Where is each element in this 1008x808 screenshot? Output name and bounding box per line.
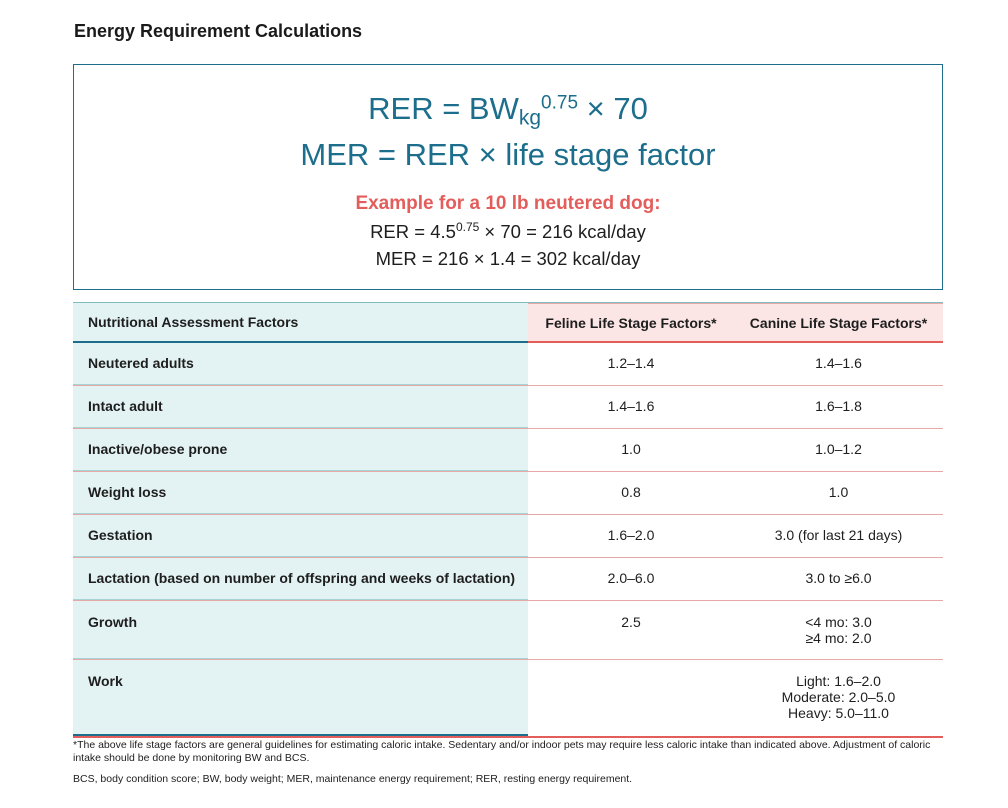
canine-cell-line: Moderate: 2.0–5.0 (781, 689, 896, 705)
factor-cell: Inactive/obese prone (73, 429, 528, 471)
table-row: Intact adult 1.4–1.6 1.6–1.8 (73, 386, 943, 429)
page-title: Energy Requirement Calculations (74, 21, 363, 41)
canine-cell-line: <4 mo: 3.0 (805, 614, 872, 630)
canine-cell: 3.0 to ≥6.0 (805, 570, 872, 586)
canine-cell: 1.0–1.2 (815, 441, 862, 457)
table-row: Inactive/obese prone 1.0 1.0–1.2 (73, 429, 943, 472)
example-title: Example for a 10 lb neutered dog: (355, 193, 661, 214)
canine-cell: 1.4–1.6 (815, 355, 862, 371)
rer-formula-exponent: 0.75 (541, 92, 579, 114)
canine-cell: 3.0 (for last 21 days) (774, 527, 903, 543)
feline-cell: 1.0 (621, 441, 641, 457)
rer-formula-right: × 70 (578, 91, 648, 126)
canine-cell: 1.6–1.8 (815, 398, 862, 414)
rer-formula-subscript: kg (518, 106, 542, 130)
feline-cell: 1.4–1.6 (607, 398, 655, 414)
formula-box: RER = BWkg0.75 × 70 MER = RER × life sta… (73, 64, 943, 290)
canine-cell: <4 mo: 3.0 ≥4 mo: 2.0 (734, 601, 943, 659)
factor-cell: Work (73, 660, 528, 736)
factor-cell: Growth (73, 601, 528, 659)
factor-cell: Lactation (based on number of offspring … (73, 558, 528, 600)
table-row: Work Light: 1.6–2.0 Moderate: 2.0–5.0 He… (73, 660, 943, 738)
example-rer-right: × 70 = 216 kcal/day (479, 221, 646, 243)
feline-cell: 0.8 (621, 484, 641, 500)
factor-cell: Intact adult (73, 386, 528, 428)
table-row: Weight loss 0.8 1.0 (73, 472, 943, 515)
feline-cell: 1.2–1.4 (607, 355, 655, 371)
canine-cell-line: Light: 1.6–2.0 (796, 673, 881, 689)
example-rer-exponent: 0.75 (455, 220, 480, 234)
rer-formula: RER = BWkg0.75 × 70 (74, 91, 942, 130)
factor-cell: Weight loss (73, 472, 528, 514)
feline-cell: 1.6–2.0 (607, 527, 655, 543)
feline-cell (528, 660, 734, 736)
table-header-row: Nutritional Assessment Factors Feline Li… (73, 302, 943, 343)
example-mer-line: MER = 216 × 1.4 = 302 kcal/day (375, 248, 641, 269)
header-canine-factors: Canine Life Stage Factors* (734, 303, 943, 343)
mer-formula: MER = RER × life stage factor (300, 137, 716, 172)
canine-cell-line: ≥4 mo: 2.0 (805, 630, 872, 646)
rer-formula-left: RER = BW (368, 91, 519, 126)
table-row: Neutered adults 1.2–1.4 1.4–1.6 (73, 343, 943, 386)
feline-cell: 2.0–6.0 (607, 570, 655, 586)
canine-cell: 1.0 (828, 484, 849, 500)
table-row: Lactation (based on number of offspring … (73, 558, 943, 601)
canine-cell-line: Heavy: 5.0–11.0 (788, 705, 889, 721)
header-assessment-factors: Nutritional Assessment Factors (73, 303, 528, 343)
canine-cell: Light: 1.6–2.0 Moderate: 2.0–5.0 Heavy: … (734, 660, 943, 736)
factor-cell: Neutered adults (73, 343, 528, 385)
example-rer-left: RER = 4.5 (370, 221, 456, 243)
header-feline-factors: Feline Life Stage Factors* (528, 303, 734, 343)
footnote-abbreviations: BCS, body condition score; BW, body weig… (73, 773, 633, 785)
factor-cell: Gestation (73, 515, 528, 557)
feline-cell: 2.5 (621, 614, 641, 630)
table-row: Growth 2.5 <4 mo: 3.0 ≥4 mo: 2.0 (73, 601, 943, 660)
life-stage-table: Nutritional Assessment Factors Feline Li… (73, 302, 943, 738)
footnote-life-stage: *The above life stage factors are genera… (73, 739, 931, 764)
example-rer-line: RER = 4.50.75 × 70 = 216 kcal/day (74, 220, 942, 243)
table-row: Gestation 1.6–2.0 3.0 (for last 21 days) (73, 515, 943, 558)
